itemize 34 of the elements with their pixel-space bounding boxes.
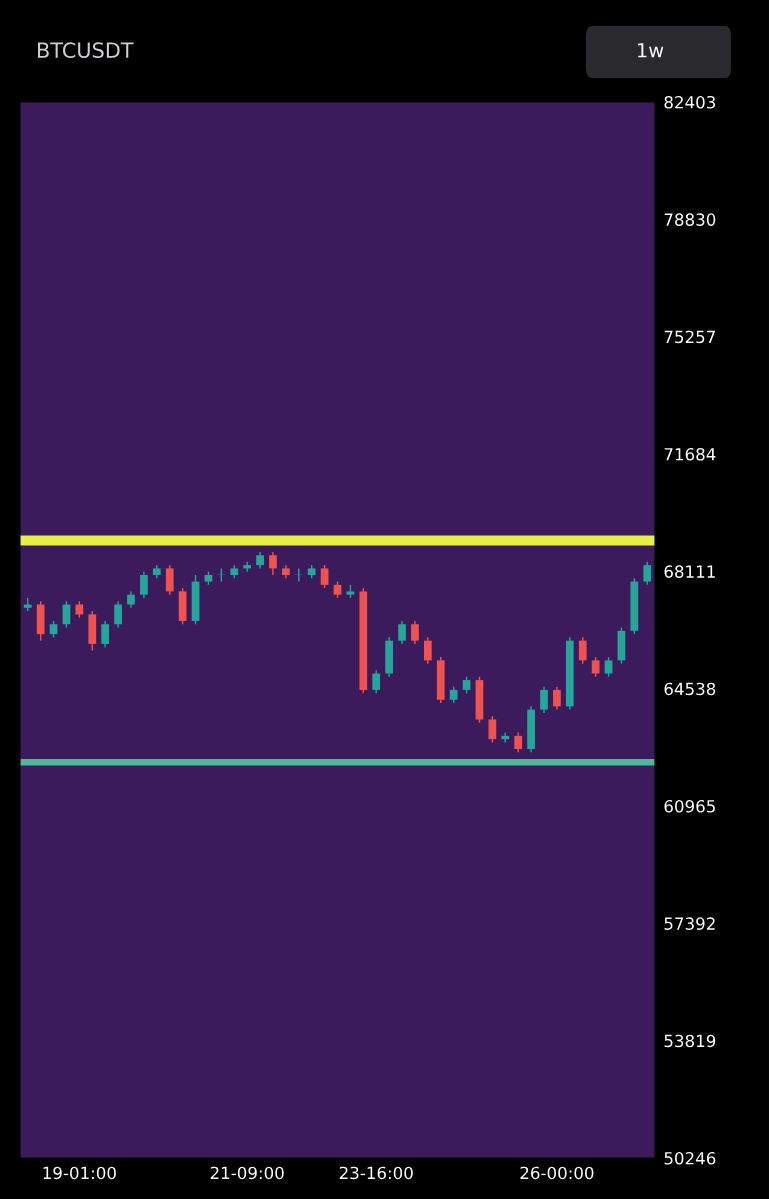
candlestick — [591, 656, 600, 678]
y-tick-label: 78830 — [664, 213, 716, 226]
x-tick-label: 23-16:00 — [339, 1166, 413, 1180]
chart-title: BTCUSDT — [38, 42, 134, 59]
candlestick — [243, 561, 252, 573]
candlestick — [578, 636, 587, 665]
candlestick — [553, 685, 561, 711]
y-tick-label: 60965 — [664, 799, 715, 813]
candlestick — [114, 600, 122, 629]
x-tick-label: 19-01:00 — [43, 1166, 116, 1180]
candlestick — [643, 561, 652, 586]
candlestick — [140, 570, 148, 599]
chart-subtitle: 1w — [638, 43, 664, 58]
y-tick-label: 57392 — [664, 917, 715, 930]
candlestick — [514, 731, 523, 754]
y-tick-label: 75257 — [664, 330, 715, 344]
candlestick — [423, 636, 432, 665]
y-tick-label: 71684 — [664, 447, 716, 461]
candlestick — [165, 564, 174, 596]
candlestick — [488, 715, 497, 744]
y-tick-label: 68111 — [664, 565, 715, 578]
candlestick — [398, 620, 406, 645]
candlestick — [320, 564, 329, 589]
candlestick — [540, 685, 548, 714]
y-tick-label: 53819 — [664, 1034, 716, 1048]
candlestick — [101, 620, 110, 648]
y-tick-label: 82403 — [664, 95, 716, 109]
candlestick — [411, 620, 419, 645]
candlestick — [372, 669, 381, 694]
y-tick-label: 64538 — [664, 682, 716, 696]
y-tick-label: 50246 — [664, 1151, 716, 1165]
x-tick-label: 26-00:00 — [520, 1166, 594, 1180]
x-tick-label: 21-09:00 — [210, 1166, 284, 1180]
candlestick — [269, 551, 277, 576]
